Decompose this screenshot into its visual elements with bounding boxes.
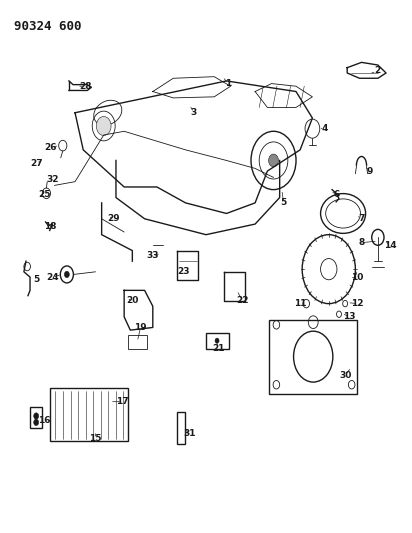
Circle shape	[64, 271, 69, 278]
Text: 4: 4	[321, 124, 328, 133]
Text: 6: 6	[334, 190, 340, 199]
Text: 5: 5	[33, 275, 39, 284]
Text: 30: 30	[339, 370, 351, 379]
Text: 32: 32	[46, 174, 59, 183]
Circle shape	[96, 116, 111, 135]
Text: 5: 5	[281, 198, 287, 207]
Text: 2: 2	[375, 66, 381, 75]
Text: 26: 26	[44, 143, 57, 152]
Text: 7: 7	[358, 214, 365, 223]
Text: 14: 14	[384, 241, 396, 250]
Text: 8: 8	[358, 238, 365, 247]
Text: 31: 31	[183, 429, 196, 438]
Circle shape	[215, 338, 219, 343]
Circle shape	[34, 413, 39, 419]
Text: 18: 18	[44, 222, 57, 231]
Text: 24: 24	[46, 272, 59, 281]
Text: 33: 33	[147, 252, 159, 261]
Text: 20: 20	[126, 296, 138, 305]
Text: 13: 13	[343, 312, 356, 321]
Text: 23: 23	[177, 268, 190, 276]
Text: 28: 28	[79, 82, 91, 91]
Text: 9: 9	[367, 166, 373, 175]
Text: 11: 11	[294, 299, 307, 308]
Text: 29: 29	[108, 214, 120, 223]
Circle shape	[34, 419, 39, 425]
Text: 12: 12	[351, 299, 364, 308]
Text: 21: 21	[212, 344, 225, 353]
Circle shape	[269, 154, 279, 167]
Text: 10: 10	[351, 272, 364, 281]
Text: 22: 22	[236, 296, 249, 305]
Text: 1: 1	[225, 79, 232, 88]
Text: 19: 19	[134, 323, 147, 332]
Text: 16: 16	[38, 416, 51, 425]
Text: 27: 27	[30, 159, 42, 167]
Text: 17: 17	[116, 397, 129, 406]
Text: 3: 3	[191, 108, 197, 117]
Text: 90324 600: 90324 600	[14, 20, 81, 33]
Text: 15: 15	[89, 434, 102, 443]
Text: 25: 25	[38, 190, 51, 199]
